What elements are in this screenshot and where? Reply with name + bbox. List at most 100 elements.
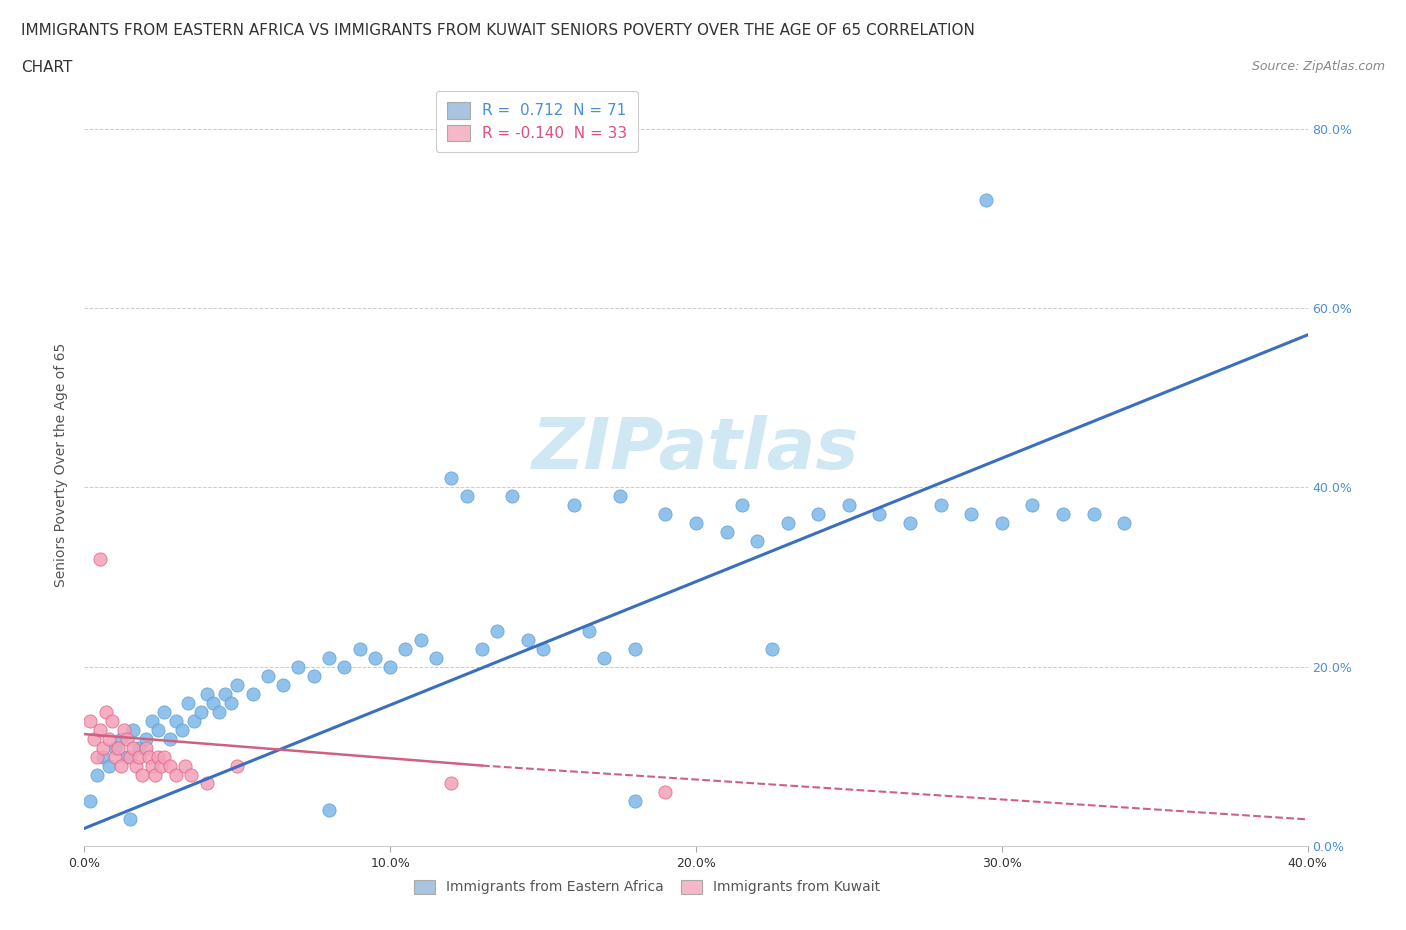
Point	[807, 507, 830, 522]
Point	[112, 723, 135, 737]
Point	[115, 731, 138, 746]
Point	[747, 534, 769, 549]
Point	[609, 489, 631, 504]
Point	[125, 758, 148, 773]
Point	[425, 650, 447, 665]
Legend: Immigrants from Eastern Africa, Immigrants from Kuwait: Immigrants from Eastern Africa, Immigran…	[405, 870, 890, 904]
Point	[380, 659, 402, 674]
Point	[97, 758, 120, 773]
Point	[869, 507, 891, 522]
Point	[318, 803, 340, 817]
Point	[976, 193, 998, 207]
Point	[716, 525, 738, 539]
Point	[1021, 498, 1043, 512]
Point	[91, 750, 114, 764]
Point	[110, 731, 132, 746]
Point	[456, 489, 478, 504]
Point	[190, 704, 212, 719]
Point	[1052, 507, 1074, 522]
Point	[89, 551, 111, 566]
Point	[128, 750, 150, 764]
Point	[440, 471, 463, 485]
Point	[578, 623, 600, 638]
Point	[486, 623, 509, 638]
Point	[593, 650, 616, 665]
Point	[624, 642, 647, 657]
Point	[177, 696, 200, 711]
Point	[201, 696, 224, 711]
Point	[776, 516, 799, 531]
Text: ZIPatlas: ZIPatlas	[533, 416, 859, 485]
Point	[440, 776, 463, 790]
Point	[135, 740, 157, 755]
Point	[120, 812, 142, 827]
Point	[79, 794, 101, 809]
Point	[516, 632, 538, 647]
Point	[172, 723, 194, 737]
Point	[364, 650, 387, 665]
Point	[654, 507, 676, 522]
Point	[165, 713, 187, 728]
Point	[219, 696, 242, 711]
Point	[153, 750, 176, 764]
Point	[685, 516, 707, 531]
Point	[195, 686, 218, 701]
Point	[242, 686, 264, 701]
Point	[226, 677, 249, 692]
Point	[195, 776, 218, 790]
Point	[97, 731, 120, 746]
Point	[257, 669, 280, 684]
Point	[394, 642, 416, 657]
Point	[128, 740, 150, 755]
Text: CHART: CHART	[21, 60, 73, 75]
Point	[89, 723, 111, 737]
Point	[898, 516, 921, 531]
Point	[91, 740, 114, 755]
Point	[122, 723, 145, 737]
Point	[94, 704, 117, 719]
Point	[141, 758, 163, 773]
Point	[159, 731, 181, 746]
Point	[471, 642, 494, 657]
Point	[214, 686, 236, 701]
Point	[226, 758, 249, 773]
Point	[101, 713, 124, 728]
Point	[960, 507, 983, 522]
Point	[731, 498, 754, 512]
Point	[146, 723, 169, 737]
Point	[153, 704, 176, 719]
Point	[149, 758, 172, 773]
Point	[1083, 507, 1105, 522]
Point	[562, 498, 585, 512]
Point	[991, 516, 1014, 531]
Point	[138, 750, 160, 764]
Point	[141, 713, 163, 728]
Point	[79, 713, 101, 728]
Point	[143, 767, 166, 782]
Point	[302, 669, 325, 684]
Point	[761, 642, 783, 657]
Point	[135, 731, 157, 746]
Text: Source: ZipAtlas.com: Source: ZipAtlas.com	[1251, 60, 1385, 73]
Point	[122, 740, 145, 755]
Point	[333, 659, 356, 674]
Point	[174, 758, 197, 773]
Point	[159, 758, 181, 773]
Point	[86, 767, 108, 782]
Point	[165, 767, 187, 782]
Point	[409, 632, 432, 647]
Point	[107, 740, 129, 755]
Point	[208, 704, 231, 719]
Point	[531, 642, 554, 657]
Point	[183, 713, 205, 728]
Point	[838, 498, 860, 512]
Point	[131, 767, 153, 782]
Point	[104, 740, 127, 755]
Point	[110, 758, 132, 773]
Point	[929, 498, 952, 512]
Text: IMMIGRANTS FROM EASTERN AFRICA VS IMMIGRANTS FROM KUWAIT SENIORS POVERTY OVER TH: IMMIGRANTS FROM EASTERN AFRICA VS IMMIGR…	[21, 23, 974, 38]
Point	[86, 750, 108, 764]
Point	[1114, 516, 1136, 531]
Point	[318, 650, 340, 665]
Point	[146, 750, 169, 764]
